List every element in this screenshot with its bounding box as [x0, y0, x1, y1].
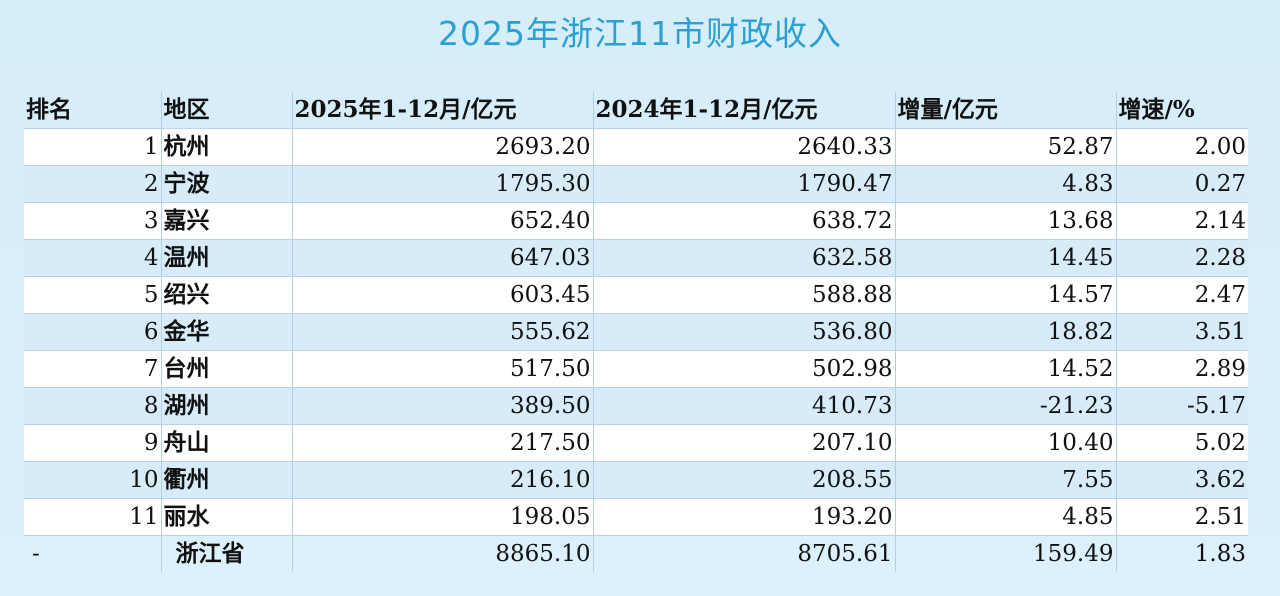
- cell-revenue-2024: 207.10: [592, 424, 895, 462]
- cell-revenue-2025: 198.05: [291, 498, 593, 536]
- cell-increase: 159.49: [894, 535, 1116, 572]
- cell-increase: 14.57: [894, 276, 1116, 314]
- cell-revenue-2024: 2640.33: [592, 128, 895, 166]
- cell-rank: 10: [24, 461, 161, 499]
- cell-increase: 4.83: [894, 165, 1116, 203]
- header-growth: 增速/%: [1115, 92, 1248, 129]
- cell-rank: 9: [24, 424, 161, 462]
- cell-region: 衢州: [160, 461, 292, 499]
- cell-region: 浙江省: [160, 535, 292, 572]
- table-row: 10 衢州 216.10 208.55 7.55 3.62: [24, 461, 1248, 499]
- cell-increase: 4.85: [894, 498, 1116, 536]
- cell-growth: 3.62: [1115, 461, 1248, 499]
- cell-revenue-2025: 217.50: [291, 424, 593, 462]
- table-row: 4 温州 647.03 632.58 14.45 2.28: [24, 239, 1248, 277]
- cell-growth: 2.51: [1115, 498, 1248, 536]
- cell-rank: 3: [24, 202, 161, 240]
- cell-region: 绍兴: [160, 276, 292, 314]
- revenue-table: 排名 地区 2025年1-12月/亿元 2024年1-12月/亿元 增量/亿元 …: [24, 92, 1248, 572]
- table-row: 9 舟山 217.50 207.10 10.40 5.02: [24, 424, 1248, 462]
- cell-rank: -: [32, 541, 40, 567]
- header-increase: 增量/亿元: [894, 92, 1116, 129]
- cell-revenue-2024: 410.73: [592, 387, 895, 425]
- page-title: 2025年浙江11市财政收入: [438, 14, 842, 53]
- cell-revenue-2024: 8705.61: [592, 535, 895, 572]
- cell-rank: 2: [24, 165, 161, 203]
- table-row: 3 嘉兴 652.40 638.72 13.68 2.14: [24, 202, 1248, 240]
- cell-increase: 14.52: [894, 350, 1116, 388]
- cell-revenue-2024: 536.80: [592, 313, 895, 351]
- cell-revenue-2025: 652.40: [291, 202, 593, 240]
- cell-rank: 4: [24, 239, 161, 277]
- cell-growth: 0.27: [1115, 165, 1248, 203]
- table-row: 5 绍兴 603.45 588.88 14.57 2.47: [24, 276, 1248, 314]
- cell-rank: 8: [24, 387, 161, 425]
- cell-region: 舟山: [160, 424, 292, 462]
- cell-region: 宁波: [160, 165, 292, 203]
- cell-region: 台州: [160, 350, 292, 388]
- cell-growth: 3.51: [1115, 313, 1248, 351]
- cell-revenue-2024: 1790.47: [592, 165, 895, 203]
- cell-growth: 2.47: [1115, 276, 1248, 314]
- cell-region: 嘉兴: [160, 202, 292, 240]
- cell-increase: 13.68: [894, 202, 1116, 240]
- table-row: 11 丽水 198.05 193.20 4.85 2.51: [24, 498, 1248, 536]
- cell-revenue-2025: 216.10: [291, 461, 593, 499]
- cell-revenue-2024: 193.20: [592, 498, 895, 536]
- cell-rank: 6: [24, 313, 161, 351]
- cell-region: 杭州: [160, 128, 292, 166]
- cell-increase: 52.87: [894, 128, 1116, 166]
- cell-growth: 2.14: [1115, 202, 1248, 240]
- cell-increase: 7.55: [894, 461, 1116, 499]
- cell-revenue-2025: 647.03: [291, 239, 593, 277]
- table-header-row: 排名 地区 2025年1-12月/亿元 2024年1-12月/亿元 增量/亿元 …: [24, 92, 1248, 129]
- cell-rank: 11: [24, 498, 161, 536]
- table-row: 8 湖州 389.50 410.73 -21.23 -5.17: [24, 387, 1248, 425]
- header-rank: 排名: [24, 92, 161, 129]
- cell-revenue-2025: 2693.20: [291, 128, 593, 166]
- cell-region: 温州: [160, 239, 292, 277]
- table-body: 1 杭州 2693.20 2640.33 52.87 2.00 2 宁波 179…: [24, 128, 1248, 572]
- cell-rank: 1: [24, 128, 161, 166]
- cell-growth: -5.17: [1115, 387, 1248, 425]
- cell-growth: 2.28: [1115, 239, 1248, 277]
- cell-region: 金华: [160, 313, 292, 351]
- cell-revenue-2025: 555.62: [291, 313, 593, 351]
- cell-revenue-2024: 588.88: [592, 276, 895, 314]
- cell-growth: 2.00: [1115, 128, 1248, 166]
- cell-growth: 1.83: [1115, 535, 1248, 572]
- cell-increase: 18.82: [894, 313, 1116, 351]
- cell-revenue-2024: 632.58: [592, 239, 895, 277]
- table-row: 2 宁波 1795.30 1790.47 4.83 0.27: [24, 165, 1248, 203]
- cell-increase: 10.40: [894, 424, 1116, 462]
- cell-increase: 14.45: [894, 239, 1116, 277]
- cell-revenue-2025: 517.50: [291, 350, 593, 388]
- table-row: 6 金华 555.62 536.80 18.82 3.51: [24, 313, 1248, 351]
- cell-revenue-2025: 8865.10: [291, 535, 593, 572]
- cell-rank: 7: [24, 350, 161, 388]
- cell-revenue-2024: 502.98: [592, 350, 895, 388]
- cell-revenue-2025: 1795.30: [291, 165, 593, 203]
- cell-region: 湖州: [160, 387, 292, 425]
- table-row: 1 杭州 2693.20 2640.33 52.87 2.00: [24, 128, 1248, 166]
- table-total-row: - 浙江省 8865.10 8705.61 159.49 1.83: [24, 535, 1248, 572]
- table-row: 7 台州 517.50 502.98 14.52 2.89: [24, 350, 1248, 388]
- cell-revenue-2025: 603.45: [291, 276, 593, 314]
- cell-rank: 5: [24, 276, 161, 314]
- cell-revenue-2025: 389.50: [291, 387, 593, 425]
- cell-growth: 2.89: [1115, 350, 1248, 388]
- cell-revenue-2024: 638.72: [592, 202, 895, 240]
- cell-increase: -21.23: [894, 387, 1116, 425]
- cell-growth: 5.02: [1115, 424, 1248, 462]
- header-revenue-2024: 2024年1-12月/亿元: [592, 92, 895, 129]
- cell-region: 丽水: [160, 498, 292, 536]
- header-revenue-2025: 2025年1-12月/亿元: [291, 92, 593, 129]
- cell-revenue-2024: 208.55: [592, 461, 895, 499]
- header-region: 地区: [160, 92, 292, 129]
